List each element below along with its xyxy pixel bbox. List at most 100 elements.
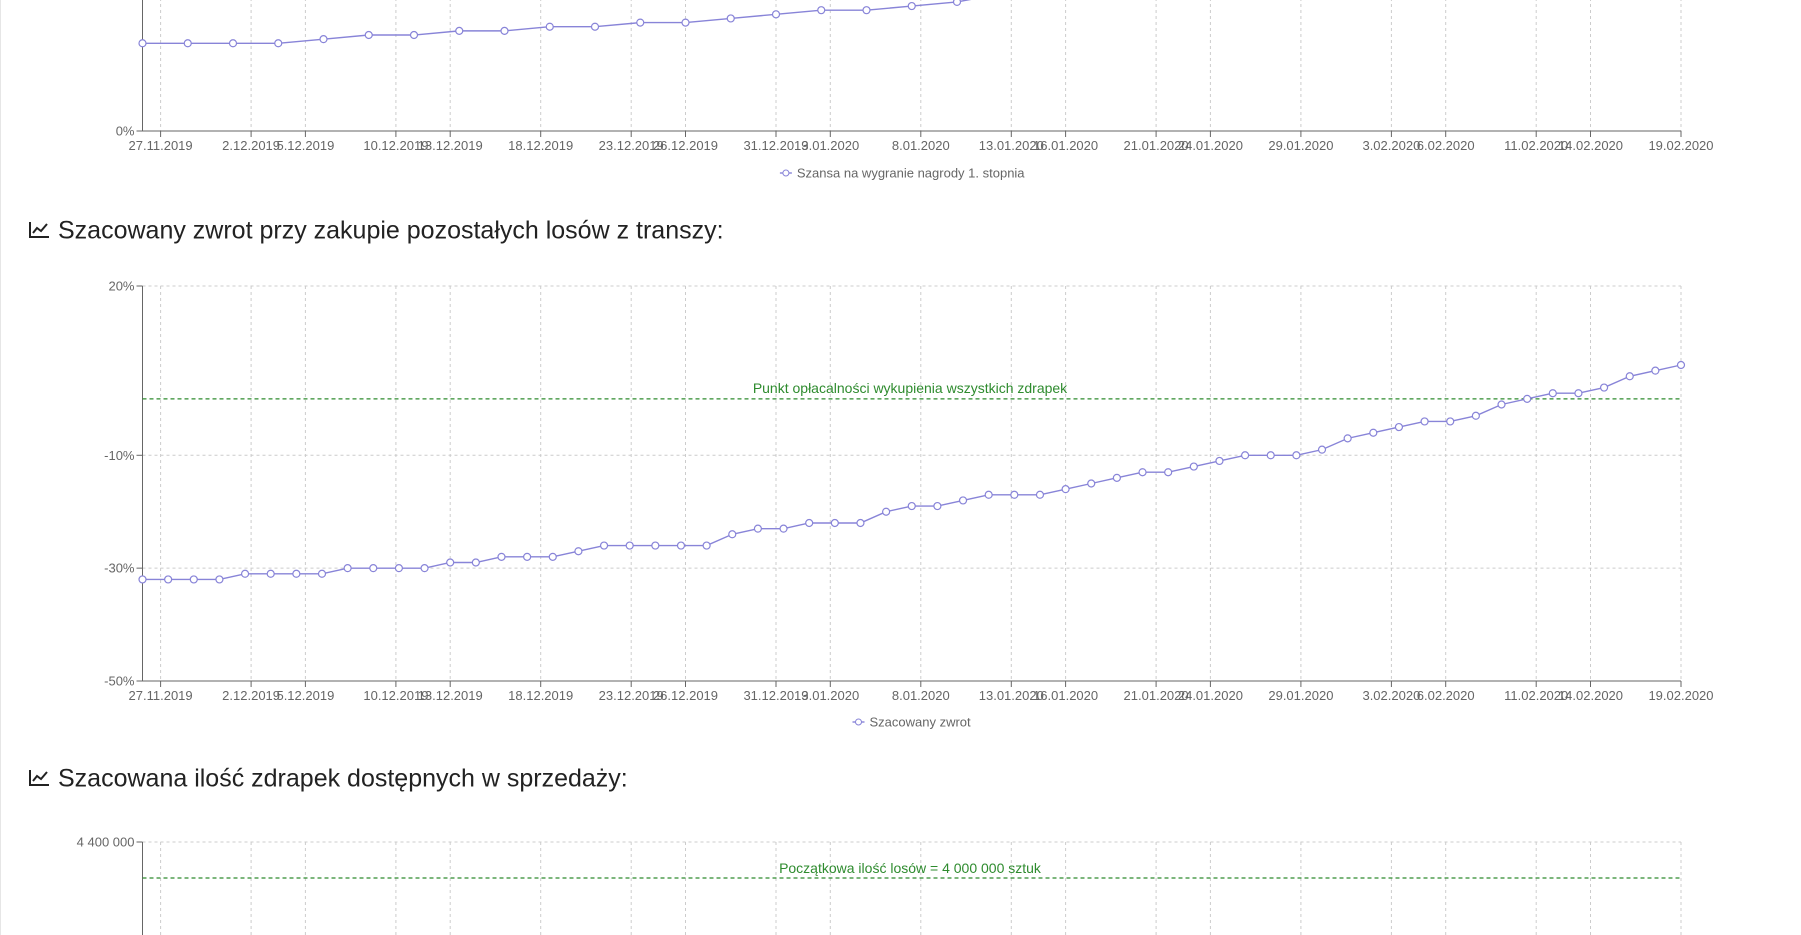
legend-label: Szacowany zwrot: [870, 715, 972, 730]
data-point: [882, 507, 891, 516]
x-tick-label: 13.12.2019: [418, 138, 483, 153]
data-point: [189, 575, 198, 584]
data-point: [394, 564, 404, 573]
x-tick-label: 6.02.2020: [1417, 688, 1475, 703]
legend-swatch-dot: [782, 169, 790, 177]
reference-line-label: Początkowa ilość losów = 4 000 000 sztuk: [779, 860, 1042, 876]
x-tick-label: 13.12.2019: [418, 688, 483, 703]
page-left-border: [0, 0, 1, 935]
x-tick-label: 24.01.2020: [1178, 688, 1243, 703]
data-point: [1112, 473, 1121, 482]
chart-estimated-return: -50% -30% -10% 20% 27.11.2019 2.12.20195.12.2…: [104, 279, 1713, 730]
data-point: [636, 18, 645, 27]
x-tick-label: 16.01.2020: [1033, 688, 1098, 703]
data-point: [984, 490, 993, 499]
data-point: [138, 575, 147, 584]
line-chart-icon: [29, 770, 49, 787]
data-point: [771, 10, 781, 19]
data-point: [1266, 451, 1275, 460]
data-point: [369, 564, 378, 573]
data-point: [1471, 411, 1480, 420]
data-point: [625, 541, 634, 550]
x-tick-label: 3.01.2020: [801, 138, 859, 153]
data-point: [1369, 428, 1378, 437]
x-tick-label: 31.12.2019: [743, 688, 808, 703]
x-tick-label: 11.02.2020: [1504, 688, 1568, 703]
data-point: [1548, 389, 1557, 398]
x-tick-label: 29.01.2020: [1268, 688, 1333, 703]
x-tick-label: 26.12.2019: [653, 688, 718, 703]
data-point: [862, 6, 871, 15]
data-point: [1420, 417, 1429, 426]
x-tick-label: 3.02.2020: [1362, 138, 1420, 153]
data-point: [753, 524, 763, 533]
data-point: [574, 547, 583, 556]
x-tick-label: 21.01.2020: [1124, 688, 1189, 703]
data-point: [681, 18, 690, 27]
data-point: [1523, 394, 1532, 403]
x-tick-label: 19.02.2020: [1648, 138, 1713, 153]
data-point: [1292, 451, 1301, 460]
data-point: [266, 569, 275, 578]
x-tick-label: 8.01.2020: [892, 138, 950, 153]
x-tick-label: 14.02.2020: [1558, 138, 1623, 153]
data-point: [548, 552, 557, 561]
x-tick-label: 31.12.2019: [743, 138, 808, 153]
x-tick-label: 13.01.2020: [979, 688, 1044, 703]
y-tick-label: 0%: [116, 124, 135, 139]
data-point: [728, 530, 737, 539]
data-point: [817, 6, 826, 15]
x-tick-label: 10.12.2019: [363, 688, 428, 703]
y-tick-label: -30%: [104, 561, 135, 576]
data-point: [364, 30, 373, 40]
data-point: [1061, 485, 1070, 494]
data-point: [676, 541, 686, 550]
y-tick-label: 4 400 000: [77, 835, 135, 850]
data-point: [1651, 366, 1660, 375]
data-point: [1138, 468, 1147, 477]
chart-first-prize-chance: 0%0.0004%27.11.20192.12.20195.12.201910.…: [116, 0, 1714, 181]
x-tick-label: 23.12.2019: [599, 688, 664, 703]
data-point: [292, 569, 301, 578]
data-point: [1189, 462, 1198, 471]
y-tick-label: -50%: [104, 674, 135, 689]
section-title-text: Szacowana ilość zdrapek dostępnych w spr…: [58, 764, 628, 793]
reference-line-label: Punkt opłacalności wykupienia wszystkich…: [753, 380, 1068, 396]
x-tick-label: 2.12.2019: [222, 138, 280, 153]
data-point: [779, 524, 788, 533]
chart-available-tickets: 4 400 000 Początkowa ilość losów = 4 000 …: [77, 835, 1682, 935]
data-point: [952, 0, 962, 7]
section-title-available-tickets: Szacowana ilość zdrapek dostępnych w spr…: [28, 762, 628, 793]
data-point: [471, 558, 480, 567]
data-point: [1215, 456, 1224, 466]
line-chart-icon: [29, 222, 49, 239]
x-tick-label: 29.01.2020: [1268, 138, 1333, 153]
data-point: [590, 22, 600, 31]
data-point: [907, 501, 916, 511]
legend-label: Szansa na wygranie nagrody 1. stopnia: [797, 166, 1025, 181]
data-point: [1599, 383, 1609, 392]
data-point: [317, 569, 327, 578]
data-point: [1087, 479, 1096, 488]
x-tick-label: 26.12.2019: [653, 138, 718, 153]
series-line: [142, 364, 1682, 581]
x-tick-label: 24.01.2020: [1178, 138, 1243, 153]
data-point: [138, 39, 147, 48]
x-tick-label: 23.12.2019: [599, 138, 664, 153]
x-tick-label: 2.12.2019: [222, 688, 280, 703]
data-point: [1317, 445, 1327, 454]
data-point: [907, 1, 916, 11]
y-tick-label: 20%: [108, 279, 134, 294]
x-tick-label: 18.12.2019: [508, 688, 573, 703]
x-tick-label: 27.11.2019: [129, 138, 193, 153]
data-point: [1010, 490, 1019, 499]
section-title-text: Szacowany zwrot przy zakupie pozostałych…: [58, 216, 724, 245]
data-point: [545, 22, 554, 31]
data-point: [1343, 434, 1352, 443]
x-tick-label: 3.02.2020: [1362, 688, 1420, 703]
data-point: [1240, 451, 1250, 460]
data-point: [1164, 468, 1173, 477]
data-point: [1394, 422, 1404, 432]
x-tick-label: 11.02.2020: [1504, 138, 1568, 153]
data-point: [651, 541, 660, 550]
